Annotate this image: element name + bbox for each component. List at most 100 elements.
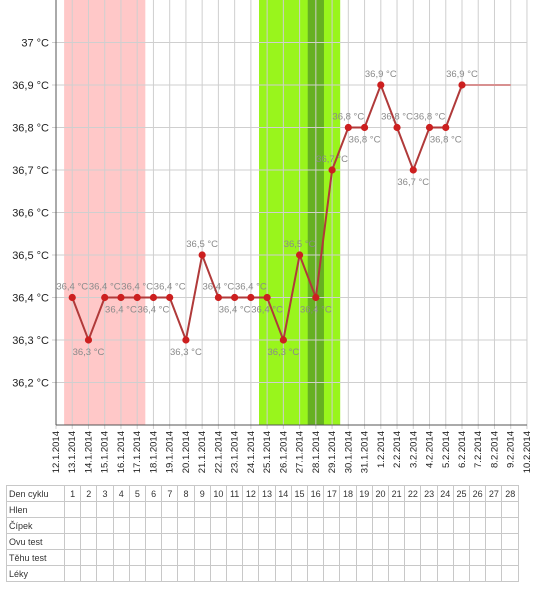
- table-cell: [485, 501, 503, 518]
- table-cell: [145, 501, 163, 518]
- table-cell: [177, 565, 195, 582]
- table-cell: [128, 549, 147, 566]
- y-tick-label: 37 °C: [21, 38, 49, 50]
- temperature-point: [133, 293, 141, 302]
- table-cell: [469, 501, 487, 518]
- table-cell: [63, 549, 82, 566]
- day-number: 4: [112, 485, 130, 502]
- table-cell: [226, 533, 244, 550]
- table-cell: [452, 565, 471, 582]
- value-label: 36,7 °C: [316, 154, 348, 165]
- table-cell: [80, 517, 98, 534]
- table-cell: [112, 533, 130, 550]
- day-number: 28: [501, 485, 519, 502]
- table-row: Těhu test: [6, 549, 519, 566]
- table-cell: [161, 533, 179, 550]
- day-number: 12: [242, 485, 260, 502]
- x-tick-label: 5.2.2014: [441, 431, 452, 468]
- table-cell: [323, 533, 341, 550]
- table-cell: [436, 533, 454, 550]
- value-label: 36,3 °C: [73, 347, 105, 358]
- table-cell: [209, 501, 228, 518]
- table-cell: [501, 565, 519, 582]
- table-cell: [96, 565, 114, 582]
- x-tick-label: 17.1.2014: [132, 431, 143, 473]
- temperature-point: [409, 166, 417, 174]
- value-label: 36,8 °C: [349, 135, 381, 146]
- table-cell: [96, 517, 114, 534]
- table-cell: [436, 517, 454, 534]
- table-cell: [355, 565, 373, 582]
- day-number: 24: [436, 485, 454, 502]
- x-tick-label: 23.1.2014: [230, 431, 241, 473]
- table-cell: [388, 533, 406, 550]
- x-tick-label: 15.1.2014: [100, 431, 111, 473]
- x-tick-label: 9.2.2014: [506, 431, 517, 468]
- table-cell: [307, 549, 325, 566]
- day-number: 13: [258, 485, 276, 502]
- day-number: 5: [128, 485, 147, 502]
- temperature-point: [231, 293, 239, 302]
- table-cell: [355, 501, 373, 518]
- value-label: 36,8 °C: [430, 135, 462, 146]
- table-cell: [63, 501, 82, 518]
- y-tick-label: 36,6 °C: [12, 208, 49, 220]
- y-tick-label: 36,3 °C: [12, 335, 49, 347]
- table-cell: [80, 501, 98, 518]
- table-cell: [404, 533, 422, 550]
- table-cell: [274, 565, 292, 582]
- temperature-point: [344, 123, 352, 132]
- value-label: 36,5 °C: [284, 239, 316, 250]
- table-cell: [501, 533, 519, 550]
- table-cell: [145, 533, 163, 550]
- table-cell: [355, 549, 373, 566]
- table-cell: [307, 565, 325, 582]
- table-cell: [193, 533, 211, 550]
- table-cell: [63, 533, 82, 550]
- table-cell: [112, 517, 130, 534]
- table-cell: [242, 565, 260, 582]
- x-tick-label: 1.2.2014: [376, 431, 387, 468]
- x-tick-label: 24.1.2014: [246, 431, 257, 473]
- table-cell: [339, 517, 357, 534]
- temperature-point: [166, 293, 174, 302]
- table-cell: [80, 533, 98, 550]
- table-cell: [193, 517, 211, 534]
- table-cell: [420, 565, 438, 582]
- table-cell: [96, 549, 114, 566]
- table-cell: [404, 549, 422, 566]
- value-label: 36,8 °C: [414, 112, 446, 123]
- table-cell: [469, 517, 487, 534]
- cycle-table: Den cyklu 1 2 3 4 5 6 7 8 9 10 11 12 13 14 15 16 17 18 19 20…: [6, 485, 519, 582]
- x-tick-label: 13.1.2014: [67, 431, 78, 473]
- temperature-point: [68, 293, 76, 302]
- x-tick-label: 22.1.2014: [213, 431, 224, 473]
- day-number: 9: [193, 485, 211, 502]
- table-cell: [290, 549, 309, 566]
- table-cell: [177, 549, 195, 566]
- x-tick-label: 6.2.2014: [457, 431, 468, 468]
- table-cell: [242, 501, 260, 518]
- table-cell: [371, 565, 390, 582]
- temperature-point: [312, 293, 320, 302]
- table-cell: [161, 501, 179, 518]
- table-cell: [209, 565, 228, 582]
- table-cell: [469, 565, 487, 582]
- table-cell: [242, 549, 260, 566]
- x-tick-label: 21.1.2014: [197, 431, 208, 473]
- x-tick-label: 29.1.2014: [327, 431, 338, 473]
- temperature-point: [458, 81, 466, 89]
- table-cell: [242, 517, 260, 534]
- x-tick-label: 4.2.2014: [425, 431, 436, 468]
- table-cell: [501, 549, 519, 566]
- table-cell: [258, 533, 276, 550]
- table-cell: [258, 517, 276, 534]
- table-cell: [485, 533, 503, 550]
- table-cell: [274, 517, 292, 534]
- table-cell: [258, 501, 276, 518]
- day-number: 18: [339, 485, 357, 502]
- day-number: 27: [485, 485, 503, 502]
- table-cell: [501, 517, 519, 534]
- table-cell: [307, 501, 325, 518]
